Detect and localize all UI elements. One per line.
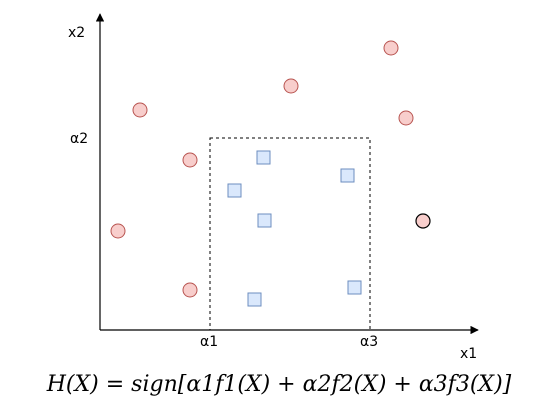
square-point (247, 292, 262, 307)
decision-region (209, 137, 371, 331)
formula: H(X) = sign[α1f1(X) + α2f2(X) + α3f3(X)] (46, 372, 512, 397)
y-axis-label: x2 (68, 25, 85, 41)
x-tick-alpha3: α3 (360, 334, 378, 350)
circle-point (132, 102, 148, 118)
square-point (227, 183, 242, 198)
square-point (347, 280, 362, 295)
y-tick-alpha2: α2 (70, 131, 88, 147)
circle-point (110, 223, 126, 239)
classification-diagram: x2 x1 α2 α1 α3 (68, 13, 479, 362)
circle-point (182, 152, 198, 168)
x-axis-label: x1 (460, 346, 477, 362)
circle-point (398, 110, 414, 126)
x-tick-alpha1: α1 (200, 334, 218, 350)
square-class (227, 150, 362, 307)
circle-class (110, 40, 431, 298)
circle-point (182, 282, 198, 298)
circle-point-highlighted (415, 213, 431, 229)
circle-point (383, 40, 399, 56)
square-point (340, 168, 355, 183)
square-point (257, 213, 272, 228)
circle-point (283, 78, 299, 94)
square-point (256, 150, 271, 165)
